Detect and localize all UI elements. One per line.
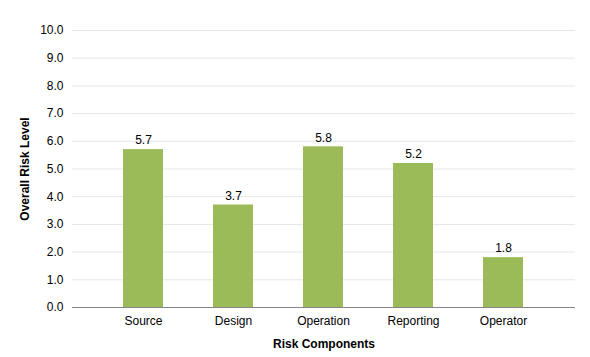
svg-text:5.7: 5.7 bbox=[135, 133, 152, 147]
svg-text:4.0: 4.0 bbox=[47, 190, 64, 204]
svg-text:5.0: 5.0 bbox=[47, 162, 64, 176]
svg-text:6.0: 6.0 bbox=[47, 134, 64, 148]
svg-text:Overall Risk Level: Overall Risk Level bbox=[18, 117, 32, 220]
svg-text:0.0: 0.0 bbox=[47, 300, 64, 314]
svg-text:Operator: Operator bbox=[480, 314, 527, 328]
svg-text:1.0: 1.0 bbox=[47, 273, 64, 287]
svg-text:Risk Components: Risk Components bbox=[273, 337, 375, 351]
svg-text:10.0: 10.0 bbox=[40, 23, 64, 37]
svg-text:Operation: Operation bbox=[297, 314, 350, 328]
svg-text:5.8: 5.8 bbox=[315, 131, 332, 145]
svg-text:5.2: 5.2 bbox=[405, 147, 422, 161]
svg-text:3.7: 3.7 bbox=[225, 189, 242, 203]
svg-text:8.0: 8.0 bbox=[47, 79, 64, 93]
svg-text:7.0: 7.0 bbox=[47, 106, 64, 120]
svg-text:Source: Source bbox=[124, 314, 162, 328]
svg-text:9.0: 9.0 bbox=[47, 51, 64, 65]
svg-text:3.0: 3.0 bbox=[47, 217, 64, 231]
svg-text:Reporting: Reporting bbox=[387, 314, 439, 328]
svg-text:Design: Design bbox=[215, 314, 252, 328]
svg-text:1.8: 1.8 bbox=[495, 241, 512, 255]
svg-text:2.0: 2.0 bbox=[47, 245, 64, 259]
